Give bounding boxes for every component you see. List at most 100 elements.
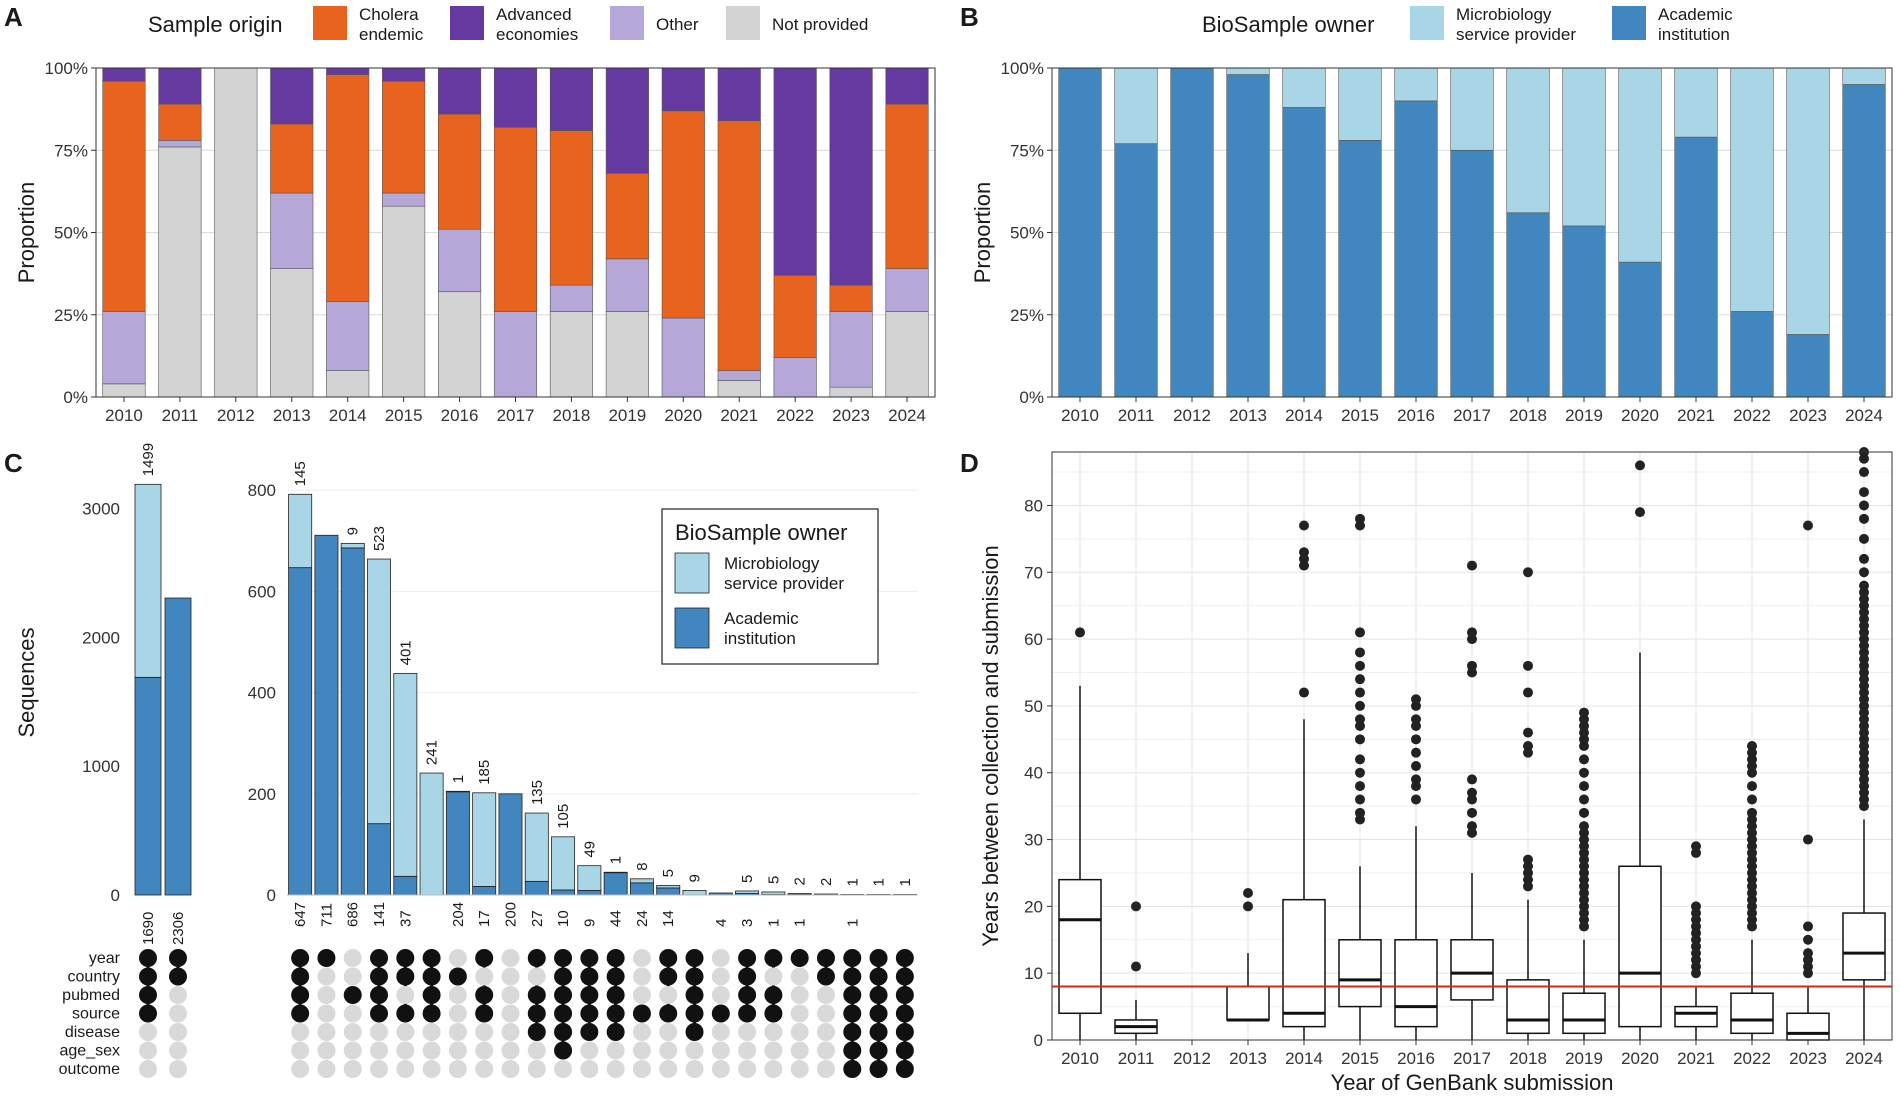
matrix-dot-empty xyxy=(475,1023,494,1041)
intersection-bar-academic xyxy=(603,872,628,896)
matrix-dot-empty xyxy=(711,1023,730,1041)
intersection-bar-academic xyxy=(393,875,418,896)
bar-micro-2013 xyxy=(1226,67,1270,75)
matrix-dot-filled xyxy=(422,1004,441,1023)
bar-other-2016 xyxy=(438,228,482,293)
intersection-bar-micro xyxy=(340,542,365,549)
bar-notprovided-2010 xyxy=(102,383,146,398)
matrix-dot-filled xyxy=(580,1004,599,1023)
matrix-dot-filled xyxy=(527,1023,546,1041)
bar-cholera-2015 xyxy=(382,80,426,194)
matrix-dot-empty xyxy=(317,967,336,986)
box-2014 xyxy=(1282,520,1326,1040)
legend-label-academic: Academic institution xyxy=(1658,5,1733,44)
bar-notprovided-2024 xyxy=(885,311,929,398)
bar-advanced-2017 xyxy=(493,67,538,128)
intersection-bar-academic xyxy=(288,567,313,896)
box-2018 xyxy=(1506,567,1550,1040)
matrix-dot-empty xyxy=(764,1023,783,1041)
x-tick-label: 2023 xyxy=(1789,1049,1827,1068)
matrix-dot-filled xyxy=(764,986,783,1004)
bar-academic-2012 xyxy=(1170,67,1214,398)
x-tick-label: 2019 xyxy=(1565,1049,1603,1068)
matrix-dot-filled xyxy=(448,967,467,986)
bar-other-2017 xyxy=(493,311,538,398)
matrix-dot-empty xyxy=(606,1041,625,1060)
legend-label-academic: Academic institution xyxy=(724,609,799,648)
intersection-count-label-academic: 1 xyxy=(765,919,782,927)
x-tick-label: 2012 xyxy=(1173,1049,1211,1068)
intersection-bar-micro xyxy=(524,812,549,882)
box-2019 xyxy=(1562,707,1606,1040)
matrix-dot-empty xyxy=(790,1060,809,1078)
x-tick-label: 2015 xyxy=(1341,406,1379,425)
x-tick-label: 2024 xyxy=(888,406,926,425)
matrix-dot-empty xyxy=(139,1023,157,1041)
matrix-dot-empty xyxy=(790,967,809,986)
x-tick-label: 2011 xyxy=(1118,1049,1155,1068)
matrix-dot-filled xyxy=(370,949,389,967)
outlier-point xyxy=(1355,700,1365,711)
bar-academic-2019 xyxy=(1562,225,1606,398)
intersection-bar-academic xyxy=(445,791,470,896)
matrix-dot-filled xyxy=(169,967,187,986)
matrix-dot-empty xyxy=(169,1004,187,1023)
outlier-point xyxy=(1803,520,1813,531)
matrix-dot-empty xyxy=(317,1004,336,1023)
intersection-count-label-academic: 10 xyxy=(555,910,572,927)
intersection-count-label-academic: 647 xyxy=(292,902,309,927)
matrix-dot-empty xyxy=(501,1023,520,1041)
outlier-point xyxy=(1411,794,1421,805)
bar-micro-2015 xyxy=(1338,67,1382,141)
bar-micro-2023 xyxy=(1786,67,1830,335)
matrix-dot-filled xyxy=(869,1004,888,1023)
matrix-dot-filled xyxy=(291,1004,310,1023)
bar-other-2010 xyxy=(102,311,146,385)
totals-bar-academic xyxy=(134,676,162,896)
bar-other-2021 xyxy=(717,370,761,381)
intersection-bar-micro xyxy=(419,772,444,896)
outlier-point xyxy=(1411,747,1421,758)
matrix-dot-filled xyxy=(554,1004,573,1023)
outlier-point xyxy=(1411,694,1421,705)
outlier-point xyxy=(1803,934,1813,945)
bar-other-2014 xyxy=(326,301,370,371)
legend-label-other: Other xyxy=(656,15,699,34)
intersection-count-label-micro: 9 xyxy=(345,527,362,535)
x-tick-label: 2014 xyxy=(1285,1049,1323,1068)
bar-advanced-2016 xyxy=(438,67,482,115)
box-2011 xyxy=(1114,901,1158,1040)
outlier-point xyxy=(1355,781,1365,792)
matrix-dot-empty xyxy=(632,949,651,967)
box-iqr xyxy=(1730,992,1774,1035)
matrix-dot-empty xyxy=(169,1041,187,1060)
intersection-bar-academic xyxy=(340,547,365,896)
matrix-dot-empty xyxy=(816,1060,835,1078)
bar-academic-2021 xyxy=(1674,136,1718,398)
matrix-dot-filled xyxy=(843,1023,862,1041)
outlier-point xyxy=(1075,627,1085,638)
outlier-point xyxy=(1355,674,1365,685)
matrix-dot-filled xyxy=(659,949,678,967)
x-tick-label: 2017 xyxy=(497,406,535,425)
outlier-point xyxy=(1355,627,1365,638)
matrix-dot-empty xyxy=(527,1041,546,1060)
matrix-dot-empty xyxy=(632,1023,651,1041)
intersection-count-label-micro: 49 xyxy=(581,841,598,858)
bar-micro-2018 xyxy=(1506,67,1550,214)
matrix-dot-empty xyxy=(343,1060,362,1078)
matrix-dot-filled xyxy=(580,986,599,1004)
y-tick-label: 10 xyxy=(1024,964,1043,983)
y-tick-label: 0% xyxy=(1019,388,1044,407)
matrix-dot-empty xyxy=(139,1060,157,1078)
y-tick-label: 50 xyxy=(1024,697,1043,716)
bar-academic-2018 xyxy=(1506,212,1550,398)
matrix-dot-filled xyxy=(554,949,573,967)
matrix-dot-empty xyxy=(422,1041,441,1060)
matrix-dot-empty xyxy=(291,1060,310,1078)
x-tick-label: 2016 xyxy=(441,406,479,425)
bar-cholera-2016 xyxy=(438,113,482,230)
intersection-count-label-micro: 1 xyxy=(450,775,467,783)
outlier-point xyxy=(1243,901,1253,912)
